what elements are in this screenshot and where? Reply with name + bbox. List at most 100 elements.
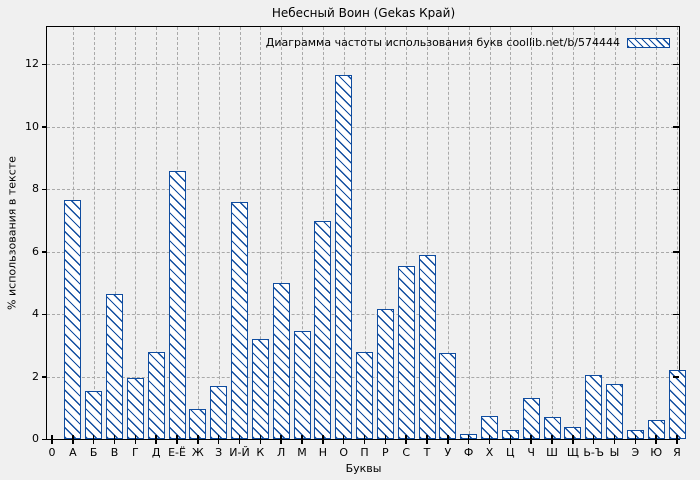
bar-Р [376,309,394,439]
y-tick-label: 8 [32,182,39,196]
x-tick-mark [113,435,116,444]
y-gridline [47,64,679,66]
x-gridline [93,27,95,439]
x-tick-label: Н [318,446,327,459]
bar-Ж [189,409,207,439]
x-tick-mark [488,435,491,444]
x-tick-label: Ж [191,446,204,459]
x-tick-label: Ь-Ъ [583,446,604,459]
x-tick-label: Б [89,446,98,459]
x-tick-label: Т [423,446,431,459]
y-tick-mark-mirror [673,376,679,378]
x-tick-label: К [256,446,265,459]
x-gridline [364,27,366,439]
x-tick-mark [322,435,324,444]
y-tick-mark [42,313,47,316]
x-gridline [281,27,283,439]
x-gridline [302,27,303,439]
bar-З [210,385,228,439]
bar-Ч [522,398,540,439]
x-tick-label: Ц [506,446,515,459]
x-tick-mark [51,435,53,444]
x-tick-label: П [360,446,369,459]
x-tick-mark [155,435,157,444]
y-tick-label: 10 [25,119,39,133]
x-tick-mark [280,435,282,444]
x-gridline [156,27,158,439]
x-tick-mark [592,435,595,444]
x-tick-mark [572,435,574,444]
bar-У [439,353,457,439]
x-tick-mark [426,435,428,444]
x-gridline [614,27,616,439]
y-axis-title: % использования в тексте [5,156,19,310]
x-tick-mark [301,435,303,444]
bar-Б [85,390,103,439]
bar-Х [481,415,498,439]
x-tick-label: В [110,446,119,459]
x-tick-mark [676,435,678,444]
x-gridline [218,27,220,439]
x-tick-label: Х [485,446,494,459]
x-gridline [197,27,199,439]
y-tick-mark-mirror [673,251,679,253]
bar-Т [418,254,436,439]
x-tick-mark [176,435,178,444]
y-tick-mark-mirror [673,126,679,128]
bar-Е-Ё [168,170,186,439]
bar-Ш [543,417,561,439]
x-tick-label: Е-Ё [168,446,186,459]
bar-О [335,75,353,439]
x-tick-label: Щ [566,446,579,459]
x-tick-mark [530,435,532,444]
x-tick-label: И-Й [229,446,250,459]
y-tick-label: 4 [32,307,39,321]
x-gridline [114,27,116,439]
x-tick-mark [217,435,220,444]
y-tick-mark [42,63,47,66]
y-tick-mark [42,438,47,440]
y-tick-mark-mirror [673,63,679,66]
x-gridline [406,27,408,439]
y-tick-label: 2 [32,369,39,383]
x-tick-label: М [297,446,307,459]
x-tick-mark [72,435,74,444]
x-tick-label: Я [673,446,681,459]
x-gridline [552,27,553,439]
bar-П [356,351,373,439]
x-tick-mark [342,435,345,444]
y-tick-label: 0 [32,432,39,445]
x-tick-label: С [402,446,410,459]
x-tick-label: Л [277,446,286,459]
x-gridline [656,27,658,439]
x-tick-mark [134,435,137,444]
x-tick-mark [467,435,470,444]
y-tick-mark-mirror [673,313,679,316]
x-tick-mark [655,435,657,444]
x-tick-label: Ы [609,446,620,459]
x-tick-mark [363,435,366,444]
legend: Диаграмма частоты использования букв coo… [266,36,670,49]
legend-label: Диаграмма частоты использования букв coo… [265,36,620,49]
y-gridline [47,251,679,253]
y-tick-mark [42,251,47,253]
x-tick-mark [551,435,553,444]
x-tick-label: З [215,446,223,459]
y-gridline [47,189,679,191]
x-gridline [593,27,595,439]
legend-swatch-hatched [627,37,670,48]
bar-А [64,200,82,439]
x-tick-label: У [444,446,452,459]
x-tick-label: Ч [527,446,535,459]
x-tick-mark [197,435,199,444]
x-gridline [635,27,637,439]
bar-Ь-Ъ [585,375,603,439]
x-tick-mark [384,435,387,444]
bar-И-Й [231,201,248,439]
x-tick-mark [447,435,449,444]
x-tick-mark [613,435,616,444]
bar-М [293,331,311,439]
x-tick-label: Р [382,446,389,459]
x-tick-label: Э [631,446,640,459]
